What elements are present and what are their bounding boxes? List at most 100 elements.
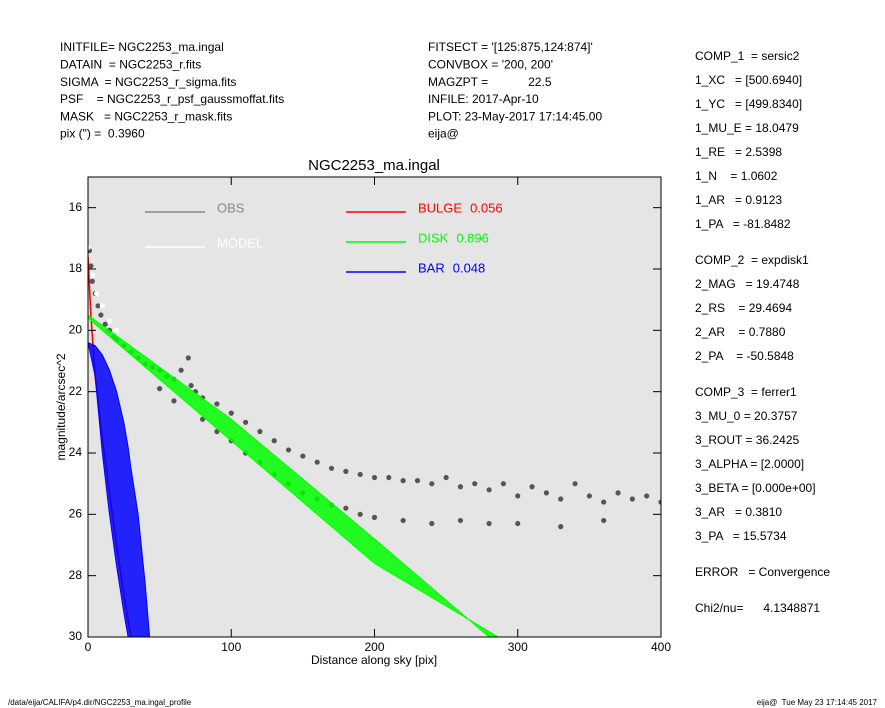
legend-fraction: 0.896 <box>456 230 489 245</box>
x-tick-label: 0 <box>85 640 92 654</box>
x-tick-label: 300 <box>508 640 528 654</box>
data-point <box>644 493 650 499</box>
plot-area <box>88 177 661 637</box>
parameter-line: 3_AR = 0.3810 <box>695 505 782 519</box>
data-point <box>102 321 108 327</box>
data-point <box>400 478 406 484</box>
data-point <box>615 490 621 496</box>
data-point <box>386 474 392 481</box>
data-point <box>242 419 249 425</box>
data-point <box>586 493 592 499</box>
data-point <box>572 481 578 487</box>
data-point <box>371 514 378 521</box>
y-axis-label: magnitude/arcsec^2 <box>54 353 68 460</box>
parameter-line: Chi2/nu= 4.1348871 <box>695 601 820 615</box>
parameter-line: ERROR = Convergence <box>695 565 830 579</box>
data-point <box>414 478 421 484</box>
y-tick-label: 28 <box>69 568 83 582</box>
data-point <box>114 327 120 333</box>
parameter-line: 1_AR = 0.9123 <box>695 193 782 207</box>
parameter-line: COMP_3 = ferrer1 <box>695 385 797 399</box>
parameter-line: 3_BETA = [0.000e+00] <box>695 481 816 495</box>
data-point <box>257 428 263 435</box>
data-point <box>472 481 478 487</box>
data-point <box>171 398 177 404</box>
parameter-line: COMP_1 = sersic2 <box>695 49 800 63</box>
data-point <box>188 382 194 389</box>
data-point <box>343 505 349 511</box>
header-line: pix (") = 0.3960 <box>60 127 145 141</box>
parameter-line: 1_YC = [499.8340] <box>695 97 802 111</box>
data-point <box>515 520 521 527</box>
header-line: MASK = NGC2253_r_mask.fits <box>60 109 232 123</box>
parameter-line: 3_ROUT = 36.2425 <box>695 433 800 447</box>
x-tick-label: 400 <box>651 640 671 654</box>
data-point <box>629 496 635 502</box>
y-tick-label: 18 <box>69 261 83 275</box>
data-point <box>658 499 661 505</box>
header-line: SIGMA = NGC2253_r_sigma.fits <box>60 75 236 89</box>
data-point <box>558 496 564 502</box>
parameter-line: 3_MU_0 = 20.3757 <box>695 409 798 423</box>
data-point <box>89 272 95 278</box>
parameter-line: 1_XC = [500.6940] <box>695 73 802 87</box>
model-band <box>88 342 151 637</box>
data-point <box>357 511 363 517</box>
header-line: INITFILE= NGC2253_ma.ingal <box>60 40 224 54</box>
parameter-line: 1_MU_E = 18.0479 <box>695 121 799 135</box>
y-tick-label: 22 <box>69 384 83 398</box>
data-point <box>558 524 564 530</box>
parameter-line: 2_MAG = 19.4748 <box>695 277 800 291</box>
x-tick-label: 100 <box>221 640 241 654</box>
data-point <box>314 459 320 465</box>
data-point <box>486 487 492 493</box>
data-point <box>543 490 550 496</box>
parameter-line: 3_ALPHA = [2.0000] <box>695 457 804 471</box>
data-point <box>400 517 406 524</box>
header-line: CONVBOX = '200, 200' <box>428 57 553 71</box>
data-point <box>271 438 277 444</box>
legend-fraction: 0.056 <box>470 200 503 215</box>
data-point <box>93 290 100 297</box>
x-axis-label: Distance along sky [pix] <box>311 653 437 667</box>
parameter-line: 1_RE = 2.5398 <box>695 145 782 159</box>
data-point <box>328 465 335 471</box>
header-line: PSF = NGC2253_r_psf_gaussmoffat.fits <box>60 92 284 106</box>
parameter-line: 2_AR = 0.7880 <box>695 325 786 339</box>
data-point <box>457 517 464 524</box>
legend-label: BULGE <box>418 200 462 215</box>
data-point <box>88 244 91 251</box>
data-point <box>601 517 607 524</box>
legend-label: DISK <box>418 230 449 245</box>
data-point <box>214 401 220 407</box>
data-point <box>300 453 306 459</box>
footer-path: /data/eija/CALIFA/p4.dir/NGC2253_ma.inga… <box>8 698 192 707</box>
model-band <box>88 314 500 637</box>
parameter-line: 1_N = 1.0602 <box>695 169 778 183</box>
data-point <box>106 318 113 324</box>
parameter-line: 1_PA = -81.8482 <box>695 217 791 231</box>
data-point <box>89 278 95 284</box>
header-line: PLOT: 23-May-2017 17:14:45.00 <box>428 109 602 123</box>
data-point <box>443 474 449 481</box>
data-point <box>457 484 464 490</box>
data-point <box>515 493 521 499</box>
y-tick-label: 24 <box>69 445 83 459</box>
data-point <box>357 471 363 478</box>
parameter-line: 2_RS = 29.4694 <box>695 301 792 315</box>
legend-label: MODEL <box>217 235 263 250</box>
parameter-line: 3_PA = 15.5734 <box>695 529 787 543</box>
header-line: DATAIN = NGC2253_r.fits <box>60 57 201 71</box>
data-point <box>529 484 535 490</box>
data-point <box>429 520 435 527</box>
header-line: FITSECT = '[125:875,124:874]' <box>428 40 593 54</box>
data-point <box>99 303 105 309</box>
data-point <box>285 447 292 453</box>
data-point <box>228 410 234 416</box>
plot-marks <box>88 244 661 637</box>
data-point <box>178 367 184 373</box>
parameter-line: 2_PA = -50.5848 <box>695 349 794 363</box>
header-line: eija@ <box>428 127 459 141</box>
legend-label: BAR <box>418 260 445 275</box>
legend-label: OBS <box>217 200 245 215</box>
